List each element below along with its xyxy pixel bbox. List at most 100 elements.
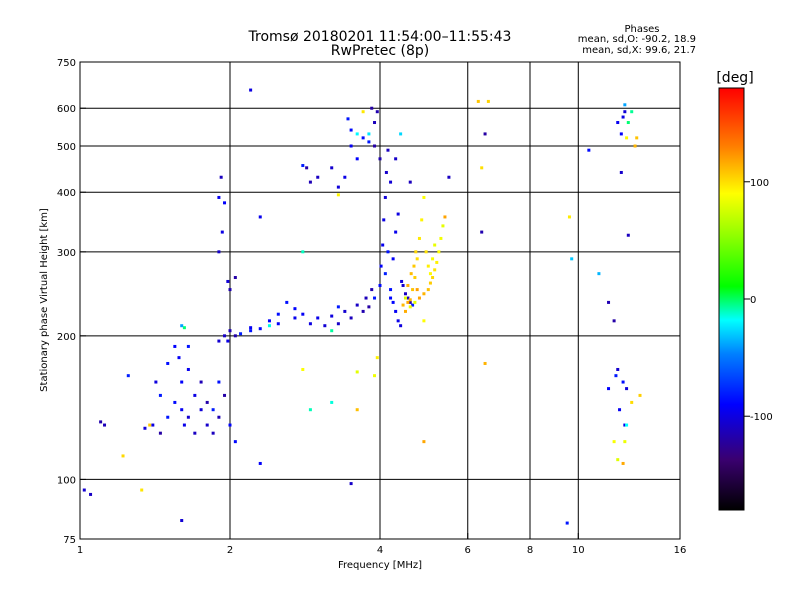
data-point-s0-59 — [316, 175, 320, 179]
data-point-s1-9 — [408, 305, 412, 309]
data-point-s1-51 — [355, 370, 359, 374]
data-point-s0-22 — [217, 380, 221, 384]
data-point-s0-39 — [349, 316, 353, 320]
data-point-s0-28 — [223, 334, 227, 338]
data-point-s1-22 — [406, 283, 410, 287]
data-point-s0-129 — [623, 110, 627, 114]
y-axis-ticks: 75 100 200 300 400 500 600 750 — [57, 58, 86, 546]
data-point-s1-6 — [417, 236, 421, 240]
data-point-s0-38 — [336, 322, 340, 326]
data-point-s1-50 — [373, 374, 377, 378]
data-point-s0-115 — [233, 440, 237, 444]
data-point-s0-76 — [394, 230, 398, 234]
data-point-s0-5 — [193, 393, 197, 397]
data-point-s0-89 — [217, 250, 221, 254]
data-point-s0-97 — [226, 339, 230, 343]
data-point-s2-5 — [355, 132, 359, 136]
data-point-s1-8 — [422, 195, 426, 199]
data-point-s0-104 — [389, 288, 393, 292]
data-point-s1-52 — [422, 440, 426, 444]
data-point-s1-53 — [483, 361, 487, 365]
data-point-s0-135 — [621, 380, 625, 384]
data-point-s0-72 — [383, 272, 387, 276]
data-point-s1-16 — [433, 268, 437, 272]
stats-line-x: mean, sd,X: 99.6, 21.7 — [582, 45, 696, 56]
data-point-s1-35 — [486, 99, 490, 103]
data-point-s2-10 — [623, 103, 627, 107]
colorbar — [718, 87, 745, 511]
y-tick-label-400: 400 — [57, 188, 76, 199]
data-point-s0-133 — [612, 319, 616, 323]
data-point-s0-132 — [607, 300, 611, 304]
data-point-s0-127 — [616, 121, 620, 125]
data-point-s0-73 — [386, 250, 390, 254]
data-point-s0-65 — [301, 312, 305, 316]
data-point-s0-105 — [391, 300, 395, 304]
y-axis-label: Stationary phase Virtual Height [km] — [39, 208, 50, 392]
data-point-s0-10 — [223, 393, 227, 397]
data-point-s0-128 — [621, 115, 625, 119]
data-point-s0-66 — [316, 316, 320, 320]
data-point-s1-49 — [301, 367, 305, 371]
data-point-s0-45 — [381, 243, 385, 247]
data-point-s0-124 — [565, 521, 569, 525]
data-point-s0-24 — [177, 356, 181, 360]
x-tick-label-4: 4 — [377, 545, 383, 556]
data-point-s2-9 — [597, 272, 601, 276]
data-point-s0-14 — [180, 408, 184, 412]
data-point-s1-5 — [415, 257, 419, 261]
data-point-s0-71 — [370, 288, 374, 292]
data-point-s0-83 — [346, 117, 350, 121]
data-point-s0-48 — [384, 170, 388, 174]
data-point-s1-18 — [437, 250, 441, 254]
data-point-s2-7 — [399, 132, 403, 136]
data-point-s0-2 — [173, 400, 177, 404]
stats-line-o: mean, sd,O: -90.2, 18.9 — [578, 34, 696, 45]
data-point-s0-40 — [361, 309, 365, 313]
data-point-s0-139 — [625, 387, 629, 391]
data-point-s0-70 — [364, 296, 368, 300]
colorbar-tick-label-0: 0 — [750, 295, 756, 306]
data-point-s1-12 — [422, 292, 426, 296]
x-tick-label-2: 2 — [227, 545, 233, 556]
data-point-s1-36 — [480, 166, 484, 170]
data-point-s0-57 — [336, 185, 340, 189]
data-point-s2-8 — [570, 257, 574, 261]
data-point-s0-103 — [411, 303, 415, 307]
data-point-s1-27 — [426, 264, 430, 268]
data-point-s0-62 — [301, 164, 305, 168]
data-point-s0-140 — [616, 367, 620, 371]
data-point-s0-78 — [389, 180, 393, 184]
data-point-s0-75 — [391, 257, 395, 261]
x-axis-label: Frequency [MHz] — [338, 560, 422, 571]
data-point-s0-87 — [220, 230, 224, 234]
data-point-s0-123 — [483, 132, 487, 136]
data-point-s0-31 — [239, 332, 243, 336]
data-point-s1-39 — [612, 440, 616, 444]
data-point-s2-11 — [626, 121, 630, 125]
y-tick-label-750: 750 — [57, 58, 76, 69]
data-point-s1-10 — [413, 300, 417, 304]
data-point-s1-38 — [625, 136, 629, 140]
data-point-s0-21 — [211, 408, 215, 412]
data-point-s1-34 — [476, 99, 480, 103]
data-point-s0-86 — [217, 195, 221, 199]
data-point-s0-130 — [619, 170, 623, 174]
data-point-s0-37 — [323, 324, 327, 328]
data-point-s1-37 — [567, 215, 571, 219]
data-point-s0-29 — [228, 329, 232, 333]
data-point-s0-64 — [293, 307, 297, 311]
data-point-s1-17 — [435, 260, 439, 264]
colorbar-label: [deg] — [716, 70, 753, 86]
data-point-s0-34 — [276, 322, 280, 326]
data-point-s0-42 — [373, 296, 377, 300]
data-point-s0-12 — [166, 361, 170, 365]
y-tick-label-100: 100 — [57, 475, 76, 486]
data-point-s0-106 — [394, 309, 398, 313]
data-point-s1-29 — [431, 257, 435, 261]
data-point-s0-111 — [103, 423, 107, 427]
data-point-s1-40 — [623, 440, 627, 444]
data-point-s0-138 — [623, 423, 627, 427]
data-point-s0-27 — [217, 339, 221, 343]
data-point-s0-53 — [361, 136, 365, 140]
